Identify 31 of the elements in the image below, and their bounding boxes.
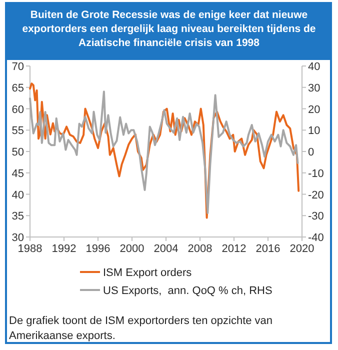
y2-tick-label: 30 [308,82,320,94]
y-tick-label: 65 [12,82,24,94]
y-tick-label: 60 [12,104,24,116]
x-tick-label: 2004 [154,243,178,255]
x-tick-label: 1996 [86,243,110,255]
x-tick-label: 2008 [188,243,212,255]
x-tick-label: 1992 [52,243,76,255]
y-tick-label: 55 [12,125,24,138]
x-tick-label: 2012 [222,243,246,255]
chart-title: Buiten de Grote Recessie was de enige keer dat nieuwe exportorders een dergelijk laag niveau bereikten tijdens de Aziatische financiële crisis van 1998 [22,9,316,49]
x-tick-label: 2016 [256,243,280,255]
y-tick-label: 40 [12,189,24,202]
x-tick-label: 2000 [120,243,144,255]
y-tick-label: 35 [12,210,24,223]
y2-tick-label: 40 [308,61,320,73]
y2-tick-label: -10 [308,168,324,180]
y2-tick-label: -20 [308,189,324,202]
legend-label: US Exports, ann. QoQ % ch, RHS [103,285,272,297]
y-tick-label: 50 [12,146,24,158]
y-tick-label: 30 [12,232,24,244]
y2-tick-label: -40 [308,232,324,244]
y2-tick-label: 20 [308,104,320,116]
legend-label: ISM Export orders [103,267,192,279]
y-tick-label: 70 [12,61,24,73]
y2-tick-label: 10 [308,125,320,138]
y2-tick-label: -30 [308,210,324,223]
x-tick-label: 2020 [290,243,314,255]
y2-tick-label: 0 [308,146,314,158]
x-tick-label: 1988 [18,243,42,255]
text: De grafiek toont de ISM exportorders ten opzichte van Amerikaanse exports. [9,315,273,342]
y-tick-label: 45 [12,168,24,180]
